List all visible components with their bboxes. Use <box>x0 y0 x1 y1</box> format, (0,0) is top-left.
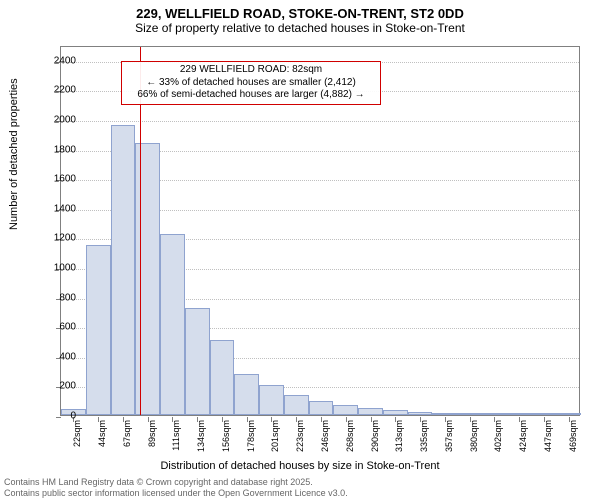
ytick-label: 2200 <box>36 85 76 96</box>
xtick-label: 268sqm <box>345 420 355 460</box>
histogram-bar <box>309 401 334 415</box>
chart-subtitle: Size of property relative to detached ho… <box>0 21 600 39</box>
gridline <box>61 121 579 122</box>
xtick-label: 335sqm <box>419 420 429 460</box>
histogram-bar <box>531 413 556 415</box>
xtick-label: 402sqm <box>493 420 503 460</box>
annotation-line: 66% of semi-detached houses are larger (… <box>126 89 376 102</box>
annotation-line: 229 WELLFIELD ROAD: 82sqm <box>126 64 376 77</box>
histogram-bar <box>234 374 259 415</box>
histogram-bar <box>185 308 210 415</box>
histogram-bar <box>284 395 309 415</box>
xtick-label: 67sqm <box>122 420 132 460</box>
ytick-label: 1400 <box>36 203 76 214</box>
histogram-bar <box>210 340 235 415</box>
xtick-label: 89sqm <box>147 420 157 460</box>
footer-attribution: Contains HM Land Registry data © Crown c… <box>4 477 348 498</box>
histogram-bar <box>432 413 457 415</box>
xtick-label: 22sqm <box>72 420 82 460</box>
xtick-label: 223sqm <box>295 420 305 460</box>
xtick-label: 380sqm <box>469 420 479 460</box>
xtick-label: 246sqm <box>320 420 330 460</box>
y-axis-label: Number of detached properties <box>8 78 20 230</box>
ytick-label: 2400 <box>36 55 76 66</box>
plot-wrap: 229 WELLFIELD ROAD: 82sqm← 33% of detach… <box>60 46 580 416</box>
x-axis-label: Distribution of detached houses by size … <box>0 460 600 472</box>
xtick-label: 44sqm <box>97 420 107 460</box>
histogram-bar <box>111 125 136 415</box>
xtick-label: 424sqm <box>518 420 528 460</box>
ytick-label: 400 <box>36 351 76 362</box>
xtick-label: 469sqm <box>568 420 578 460</box>
histogram-bar <box>482 413 507 415</box>
ytick-label: 800 <box>36 292 76 303</box>
ytick-label: 1800 <box>36 144 76 155</box>
histogram-bar <box>160 234 185 415</box>
xtick-label: 111sqm <box>171 420 181 460</box>
histogram-bar <box>507 413 532 415</box>
xtick-label: 201sqm <box>270 420 280 460</box>
histogram-bar <box>358 408 383 415</box>
annotation-box: 229 WELLFIELD ROAD: 82sqm← 33% of detach… <box>121 61 381 105</box>
histogram-bar <box>383 410 408 415</box>
histogram-bar <box>408 412 433 415</box>
ytick-label: 1200 <box>36 233 76 244</box>
xtick-label: 313sqm <box>394 420 404 460</box>
annotation-line: ← 33% of detached houses are smaller (2,… <box>126 77 376 90</box>
xtick-label: 178sqm <box>246 420 256 460</box>
ytick-label: 1600 <box>36 174 76 185</box>
histogram-bar <box>333 405 358 415</box>
xtick-label: 357sqm <box>444 420 454 460</box>
ytick-label: 200 <box>36 381 76 392</box>
xtick-label: 156sqm <box>221 420 231 460</box>
histogram-bar <box>457 413 482 415</box>
histogram-bar <box>259 385 284 415</box>
chart-container: 229, WELLFIELD ROAD, STOKE-ON-TRENT, ST2… <box>0 0 600 500</box>
histogram-bar <box>86 245 111 415</box>
xtick-label: 290sqm <box>370 420 380 460</box>
plot-area: 229 WELLFIELD ROAD: 82sqm← 33% of detach… <box>60 46 580 416</box>
ytick-label: 1000 <box>36 263 76 274</box>
xtick-label: 447sqm <box>543 420 553 460</box>
xtick-label: 134sqm <box>196 420 206 460</box>
ytick-label: 2000 <box>36 115 76 126</box>
histogram-bar <box>556 413 581 415</box>
footer-line: Contains HM Land Registry data © Crown c… <box>4 477 348 487</box>
ytick-label: 0 <box>36 411 76 422</box>
chart-title: 229, WELLFIELD ROAD, STOKE-ON-TRENT, ST2… <box>0 0 600 21</box>
footer-line: Contains public sector information licen… <box>4 488 348 498</box>
ytick-label: 600 <box>36 322 76 333</box>
